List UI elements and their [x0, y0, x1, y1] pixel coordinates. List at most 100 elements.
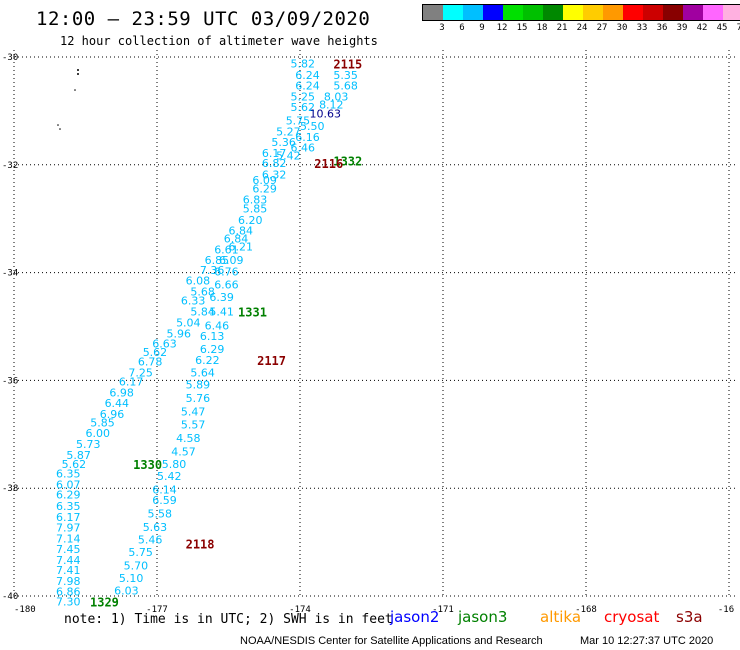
wave-height-value: 7.44: [56, 554, 81, 567]
scale-swatch: [503, 5, 523, 20]
wave-height-value: 6.98: [109, 386, 134, 399]
scale-label: 15: [516, 23, 528, 33]
color-scale-labels: 36912151821242730333639424570(ft): [422, 21, 740, 35]
wave-height-value: 6.82: [262, 157, 287, 170]
island-dot: [77, 69, 79, 71]
scale-label: 33: [636, 23, 648, 33]
wave-height-value: 7.36: [200, 264, 225, 277]
map-title: 12:00 — 23:59 UTC 03/09/2020: [36, 8, 371, 30]
pass-time-label: 1329: [90, 595, 119, 609]
wave-height-value: 6.21: [229, 241, 254, 254]
wave-height-value: 5.87: [66, 449, 91, 462]
wave-height-value: 6.78: [138, 356, 163, 369]
pass-time-label: 1330: [133, 458, 162, 472]
scale-label: 3: [439, 23, 445, 33]
pass-time-label: 1332: [333, 154, 362, 168]
scale-swatch: [663, 5, 683, 20]
latitude-label: -32: [2, 161, 18, 171]
wave-height-value: 5.58: [147, 508, 172, 521]
wave-height-value: 7.98: [56, 575, 81, 588]
wave-height-value: 4.58: [176, 432, 201, 445]
wave-height-value: 6.61: [214, 243, 239, 256]
wave-height-value: 5.96: [167, 328, 192, 341]
footer-note: note: 1) Time is in UTC; 2) SWH is in fe…: [64, 612, 393, 627]
longitude-label: -177: [146, 605, 168, 615]
wave-height-value: 5.76: [186, 392, 211, 405]
island-dot: [59, 128, 61, 130]
longitude-label: -180: [14, 605, 36, 615]
wave-height-value: 5.84: [190, 305, 215, 318]
scale-label: 18: [536, 23, 548, 33]
map-subtitle: 12 hour collection of altimeter wave hei…: [60, 34, 378, 48]
scale-swatch: [683, 5, 703, 20]
pass-time-label: 2118: [186, 538, 215, 552]
wave-height-value: 6.46: [290, 142, 315, 155]
wave-height-value: 5.75: [128, 546, 153, 559]
latitude-label: -34: [2, 269, 18, 279]
wave-height-value: 5.42: [157, 470, 182, 483]
wave-height-value: 6.07: [56, 478, 81, 491]
scale-label: 21: [556, 23, 568, 33]
wave-height-value: 5.85: [243, 202, 267, 215]
satellite-jason2: jason2: [390, 608, 440, 626]
scale-swatch: [603, 5, 623, 20]
island-dot: [57, 124, 59, 126]
wave-height-value: 6.17: [56, 511, 81, 524]
longitude-label: -16: [718, 605, 734, 615]
satellite-s3a: s3a: [676, 608, 703, 626]
scale-swatch: [583, 5, 603, 20]
wave-height-value: 6.29: [56, 489, 81, 502]
latitude-label: -40: [2, 592, 18, 602]
wave-height-value: 6.86: [56, 586, 81, 599]
longitude-label: -171: [432, 605, 454, 615]
wave-height-value: 7.45: [56, 543, 81, 556]
scale-swatch: [623, 5, 643, 20]
wave-height-value: 5.50: [300, 120, 325, 133]
wave-height-value: 6.14: [152, 483, 177, 496]
wave-height-value: 6.46: [205, 319, 230, 332]
wave-height-value: 5.62: [62, 458, 87, 471]
land-dots: [57, 69, 79, 130]
wave-height-color-scale: 36912151821242730333639424570(ft): [422, 4, 740, 35]
wave-height-value: 5.89: [186, 379, 211, 392]
wave-height-value: 5.70: [124, 559, 149, 572]
pass-time-label: 2115: [333, 57, 362, 71]
wave-height-value: 5.75: [286, 115, 311, 128]
wave-height-value: 6.09: [219, 254, 244, 267]
wave-height-value: 5.36: [271, 136, 296, 149]
scale-swatch: [643, 5, 663, 20]
wave-height-value: 5.10: [119, 572, 144, 585]
color-scale-bar: [422, 4, 740, 21]
wave-height-value: 7.41: [56, 564, 81, 577]
wave-height-value: 5.57: [181, 419, 206, 432]
wave-height-value: 5.64: [190, 366, 215, 379]
pass-time-label: 2116: [314, 157, 343, 171]
wave-height-value: 6.85: [205, 254, 230, 267]
scale-swatch: [423, 5, 443, 20]
wave-height-value: 5.63: [143, 521, 168, 534]
wave-height-value: 6.29: [252, 183, 276, 196]
scale-swatch: [723, 5, 740, 20]
wave-height-value: 6.08: [186, 275, 211, 288]
scale-label: 36: [656, 23, 668, 33]
wave-height-value: 5.80: [162, 458, 187, 471]
scale-label: 12: [496, 23, 508, 33]
latitude-label: -38: [2, 484, 18, 494]
wave-height-value: 5.46: [138, 533, 163, 546]
wave-height-value: 5.25: [290, 90, 315, 103]
wave-height-value: 6.33: [181, 295, 206, 308]
wave-height-value: 6.00: [86, 427, 111, 440]
scale-label: 70: [736, 23, 740, 33]
longitude-label: -168: [575, 605, 597, 615]
wave-height-value: 6.39: [209, 291, 234, 304]
wave-height-value: 8.03: [324, 90, 349, 103]
wave-height-value: 7.30: [56, 595, 81, 608]
wave-height-value: 6.24: [295, 69, 320, 82]
wave-height-value: 6.84: [229, 225, 254, 238]
wave-height-value: 7.14: [56, 532, 81, 545]
scale-label: 9: [479, 23, 485, 33]
wave-height-value: 6.76: [214, 266, 239, 279]
scale-label: 39: [676, 23, 688, 33]
wave-height-value: 5.04: [176, 317, 201, 330]
